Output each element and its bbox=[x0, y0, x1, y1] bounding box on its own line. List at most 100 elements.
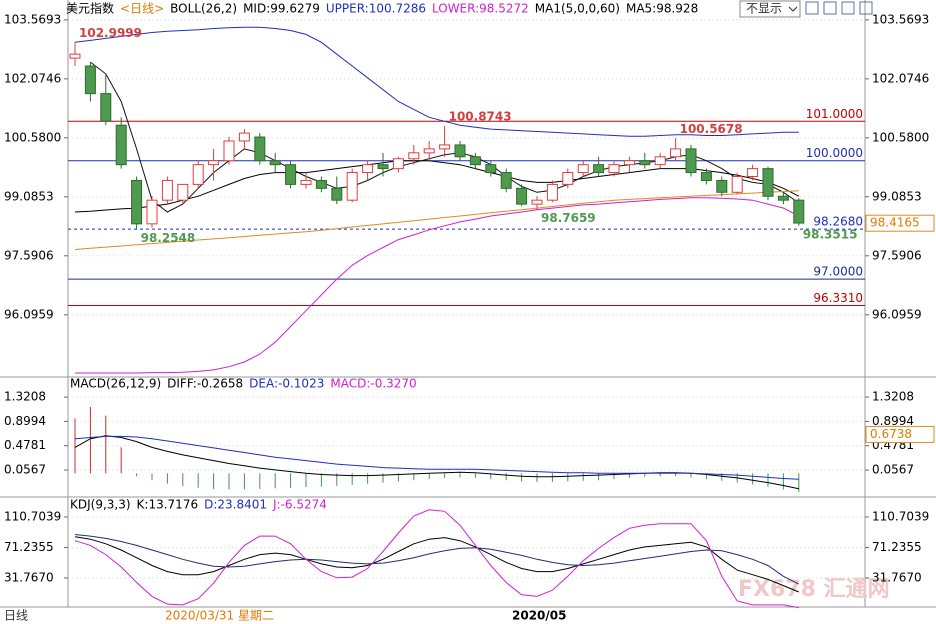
y-tick-label: 102.0746 bbox=[872, 71, 929, 85]
indicator-line bbox=[74, 435, 799, 480]
candle-body bbox=[131, 179, 143, 225]
candle-body bbox=[362, 164, 374, 174]
candle-body bbox=[654, 156, 666, 166]
legend-text: J:-6.5274 bbox=[272, 498, 327, 512]
legend-text: <日线> bbox=[120, 2, 164, 16]
y-tick-label: 103.5693 bbox=[872, 12, 929, 26]
candle-body bbox=[439, 144, 451, 150]
legend-text: DEA:-0.1023 bbox=[249, 377, 324, 391]
y-tick-label: 96.0959 bbox=[872, 307, 922, 321]
level-label: 96.3310 bbox=[813, 291, 863, 305]
legend-text: LOWER:98.5272 bbox=[432, 2, 529, 16]
indicator-line bbox=[74, 190, 799, 250]
y-tick-label: 0.4781 bbox=[4, 438, 46, 452]
candle-body bbox=[577, 164, 589, 174]
candle-body bbox=[254, 136, 266, 162]
candle-body bbox=[238, 132, 250, 142]
tool-button[interactable] bbox=[805, 1, 819, 15]
dropdown-text[interactable]: 不显示 bbox=[746, 2, 782, 16]
candle-body bbox=[269, 160, 281, 166]
candle-body bbox=[639, 160, 651, 166]
current-value: 98.4165 bbox=[870, 216, 920, 230]
candle-body bbox=[747, 168, 759, 178]
y-tick-label: 1.3208 bbox=[872, 390, 914, 404]
y-tick-label: 100.5800 bbox=[872, 130, 929, 144]
candle-body bbox=[546, 183, 558, 201]
legend-text: K:13.7176 bbox=[137, 498, 199, 512]
y-tick-label: 96.0959 bbox=[4, 307, 54, 321]
month-label: 2020/05 bbox=[512, 609, 566, 623]
legend-text: UPPER:100.7286 bbox=[326, 2, 426, 16]
candle-body bbox=[315, 179, 327, 189]
dropdown[interactable] bbox=[739, 0, 801, 18]
candle-body bbox=[485, 164, 497, 174]
extreme-label: 98.3515 bbox=[803, 227, 858, 241]
current-value-box bbox=[865, 425, 935, 443]
candle-body bbox=[146, 199, 158, 225]
extreme-label: 102.9999 bbox=[79, 26, 142, 40]
level-label: 97.0000 bbox=[813, 265, 863, 279]
candle-body bbox=[192, 164, 204, 185]
candle-body bbox=[469, 156, 481, 166]
extreme-label: 98.2548 bbox=[141, 231, 196, 245]
candle-body bbox=[716, 179, 728, 193]
candle-body bbox=[346, 172, 358, 201]
candle-body bbox=[331, 187, 343, 201]
candle-body bbox=[670, 148, 682, 158]
candle-body bbox=[685, 148, 697, 174]
y-tick-label: 97.5906 bbox=[872, 248, 922, 262]
extreme-label: 98.7659 bbox=[541, 211, 596, 225]
candle-body bbox=[423, 148, 435, 154]
legend-text: D:23.8401 bbox=[204, 498, 267, 512]
tool-button[interactable] bbox=[823, 1, 837, 15]
tool-button[interactable] bbox=[841, 1, 855, 15]
y-tick-label: 110.7039 bbox=[872, 509, 929, 523]
candle-body bbox=[223, 140, 235, 162]
y-tick-label: 99.0853 bbox=[4, 189, 54, 203]
candle-body bbox=[700, 172, 712, 181]
candle-body bbox=[623, 160, 635, 166]
legend-text: MA1(5,0,0,60) bbox=[535, 2, 620, 16]
candle-body bbox=[793, 199, 805, 224]
candle-body bbox=[593, 164, 605, 174]
indicator-line bbox=[74, 536, 799, 593]
dropdown-arrow bbox=[788, 6, 798, 12]
level-label: 101.0000 bbox=[806, 107, 863, 121]
candle-body bbox=[208, 160, 220, 166]
tool-button[interactable] bbox=[859, 1, 873, 15]
y-tick-label: 99.0853 bbox=[872, 189, 922, 203]
current-value-box bbox=[865, 214, 935, 232]
y-tick-label: 0.8994 bbox=[872, 414, 914, 428]
candle-body bbox=[731, 176, 743, 193]
candle-body bbox=[516, 187, 528, 205]
legend-text: MID:99.6279 bbox=[243, 2, 320, 16]
y-tick-label: 110.7039 bbox=[4, 509, 61, 523]
y-tick-label: 102.0746 bbox=[4, 71, 61, 85]
y-tick-label: 71.2355 bbox=[4, 540, 54, 554]
legend-text: BOLL(26,2) bbox=[170, 2, 237, 16]
candle-body bbox=[300, 179, 312, 185]
cursor-date: 2020/03/31 星期二 bbox=[165, 609, 274, 623]
candle-body bbox=[377, 164, 389, 170]
candle-body bbox=[608, 164, 620, 174]
y-tick-label: 31.7670 bbox=[4, 571, 54, 585]
candle-body bbox=[777, 195, 789, 201]
legend-text: MA5:98.928 bbox=[626, 2, 698, 16]
candle-body bbox=[69, 53, 81, 59]
candle-body bbox=[454, 144, 466, 158]
extreme-label: 100.8743 bbox=[449, 110, 512, 124]
level-label: 98.2680 bbox=[813, 215, 863, 229]
extreme-label: 100.5678 bbox=[680, 122, 743, 136]
candle-body bbox=[562, 172, 574, 185]
indicator-line bbox=[74, 534, 800, 585]
legend-text: DIFF:-0.2658 bbox=[167, 377, 243, 391]
indicator-line bbox=[74, 160, 800, 213]
candle-body bbox=[100, 93, 112, 122]
watermark: FX678 汇通网 bbox=[738, 577, 890, 602]
candle-body bbox=[500, 172, 512, 189]
candle-body bbox=[84, 65, 96, 95]
y-tick-label: 0.0567 bbox=[872, 463, 914, 477]
toolbar bbox=[805, 1, 873, 15]
